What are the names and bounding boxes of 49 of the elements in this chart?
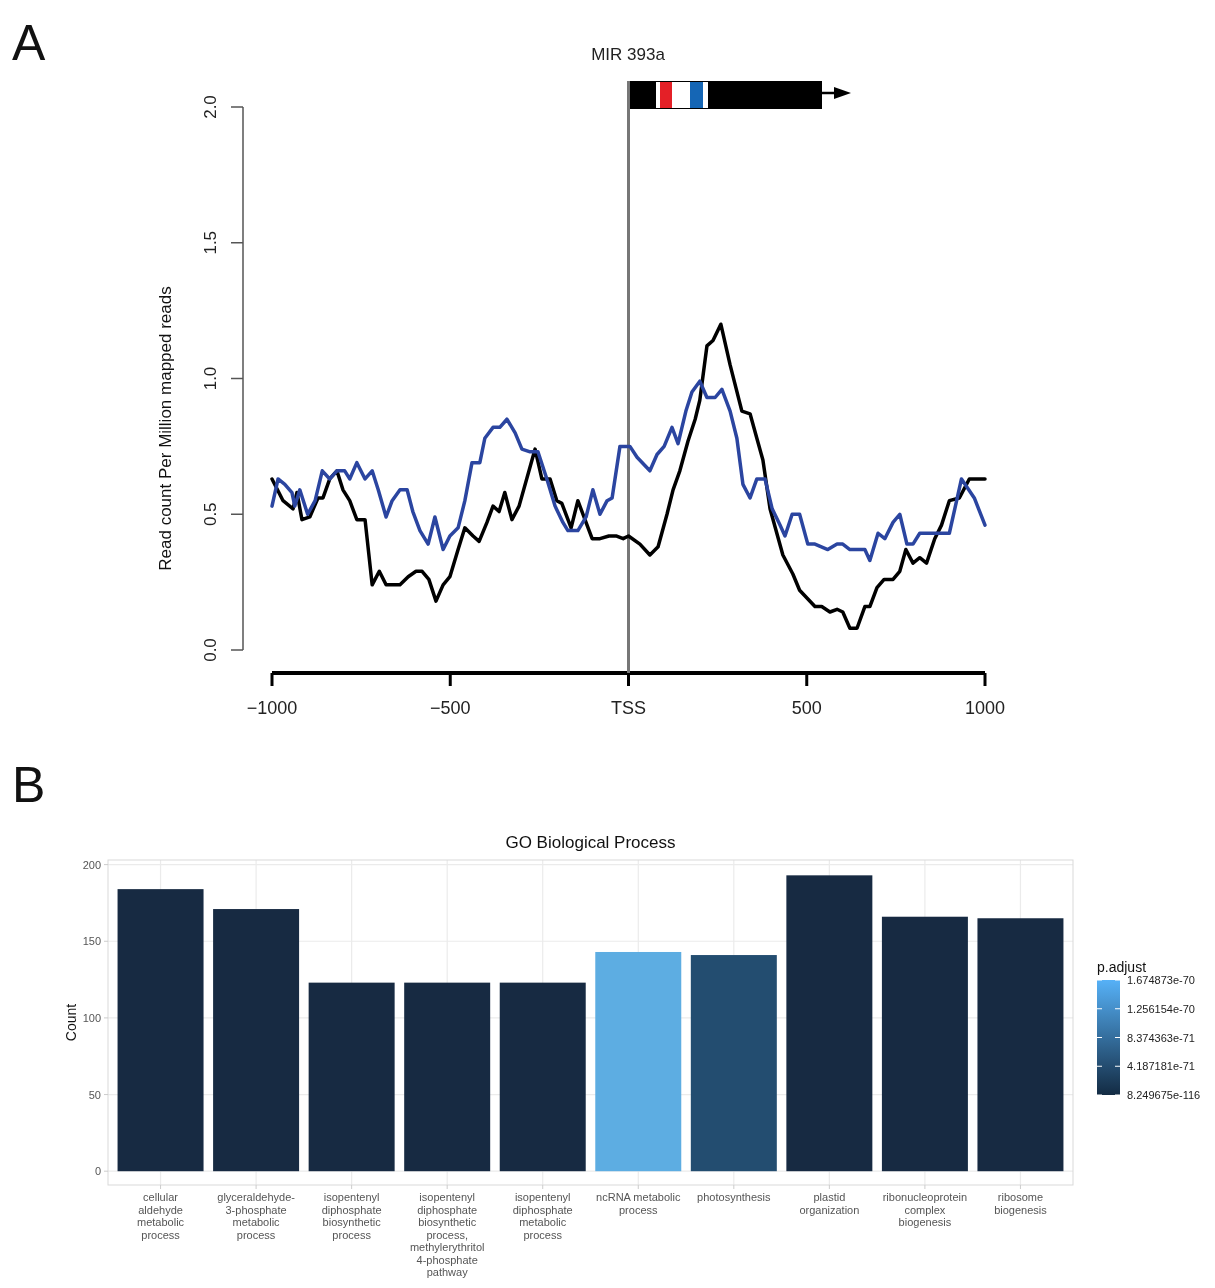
y-tick-label: 100: [82, 1011, 101, 1024]
bar: [117, 889, 204, 1172]
y-axis-title: Read count Per Million mapped reads: [156, 286, 175, 571]
y-tick-label: 2.0: [201, 95, 220, 119]
chart-title: GO Biological Process: [505, 833, 676, 852]
color-bar-title: p.adjust: [1097, 959, 1147, 975]
y-tick-label: 0.5: [201, 502, 220, 527]
x-tick-label: TSS: [610, 698, 647, 718]
y-tick-label: 1.5: [201, 230, 220, 255]
x-tick-label: isopentenyl diphosphate biosynthetic process: [321, 1191, 382, 1241]
text: B: [12, 757, 46, 813]
y-tick-label: 150: [82, 935, 101, 948]
x-tick-label: ribonucleoprotein complex biogenesis: [882, 1191, 968, 1228]
bar: [977, 918, 1064, 1172]
y-tick-label: 0: [94, 1165, 101, 1178]
x-tick-label: glyceraldehyde-3-phosphate metabolic process: [217, 1191, 296, 1241]
text: A: [12, 15, 46, 71]
x-tick-label: 1000: [964, 698, 1006, 718]
x-tick-label: ribosome biogenesis: [994, 1191, 1048, 1216]
line-series: [270, 322, 987, 631]
y-tick-label: 200: [82, 858, 101, 871]
bar: [499, 982, 586, 1172]
x-tick-label: 500: [791, 698, 822, 718]
bar: [404, 982, 491, 1172]
x-tick-label: isopentenyl diphosphate biosynthetic process, methylerythritol 4-phosphate pathway: [409, 1191, 485, 1278]
y-tick-label: 0.0: [201, 638, 220, 662]
y-axis-title: Count: [63, 1003, 79, 1042]
x-tick-label: isopentenyl diphosphate metabolic process: [512, 1191, 573, 1241]
chart-title: MIR 393a: [591, 45, 666, 64]
x-tick-label: plastid organization: [799, 1191, 860, 1216]
bar: [595, 951, 682, 1172]
x-tick-label: −1000: [246, 698, 298, 718]
x-tick-label: −500: [429, 698, 471, 718]
color-bar-label: 8.374363e-71: [1127, 1031, 1195, 1044]
y-tick-label: 50: [88, 1088, 101, 1101]
bar: [690, 955, 777, 1172]
color-bar-label: 4.187181e-71: [1127, 1060, 1195, 1073]
color-bar-label: 1.674873e-70: [1127, 974, 1195, 986]
x-tick-label: photosynthesis: [697, 1191, 771, 1203]
x-tick-label: cellular aldehyde metabolic process: [137, 1191, 185, 1241]
line-series: [270, 379, 987, 563]
x-tick-label: ncRNA metabolic process: [596, 1191, 681, 1216]
color-bar-label: 1.256154e-70: [1127, 1002, 1195, 1015]
bar: [308, 982, 395, 1172]
bar: [881, 916, 968, 1172]
y-tick-label: 1.0: [201, 366, 220, 391]
color-bar-label: 8.249675e-116: [1127, 1089, 1201, 1101]
bar: [786, 875, 873, 1172]
bar: [213, 909, 300, 1172]
